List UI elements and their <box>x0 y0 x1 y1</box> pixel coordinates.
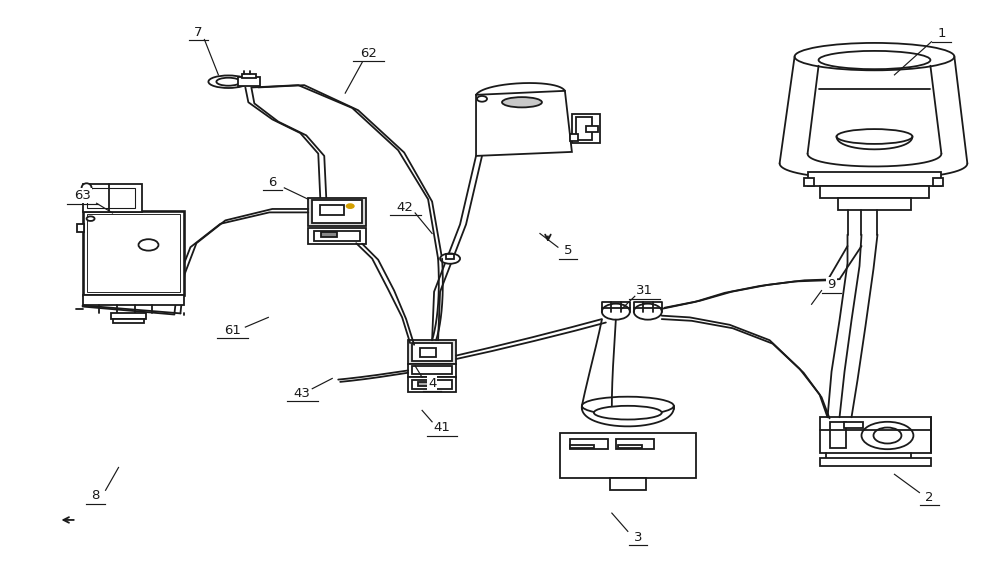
Text: 4: 4 <box>428 376 436 390</box>
Ellipse shape <box>502 97 542 108</box>
Text: 6: 6 <box>268 176 277 189</box>
Ellipse shape <box>594 406 662 419</box>
Bar <box>830 422 846 448</box>
Text: 2: 2 <box>925 491 934 503</box>
Text: 43: 43 <box>294 387 311 400</box>
Bar <box>87 214 180 292</box>
Bar <box>610 478 646 490</box>
Bar <box>321 232 337 237</box>
Bar <box>570 444 594 448</box>
Bar <box>820 185 929 198</box>
Text: 63: 63 <box>74 189 91 202</box>
Text: 3: 3 <box>634 531 642 543</box>
Bar <box>87 188 135 208</box>
Bar <box>820 458 931 466</box>
Ellipse shape <box>216 78 240 86</box>
Bar <box>113 319 144 323</box>
Text: 1: 1 <box>937 27 946 40</box>
Bar <box>308 197 366 226</box>
Bar <box>576 117 592 140</box>
Bar <box>111 313 146 319</box>
Bar <box>808 172 941 185</box>
Text: 5: 5 <box>564 244 572 257</box>
Bar <box>804 177 814 185</box>
Bar <box>408 340 456 364</box>
Bar <box>586 126 598 132</box>
Bar <box>572 114 600 144</box>
Bar <box>83 295 184 305</box>
Bar <box>412 367 452 375</box>
Bar <box>412 343 452 362</box>
Text: 8: 8 <box>91 490 100 502</box>
Bar <box>616 439 654 449</box>
Bar <box>420 348 436 357</box>
Bar <box>314 231 360 241</box>
Bar <box>838 198 911 209</box>
Ellipse shape <box>634 304 662 320</box>
Ellipse shape <box>82 183 92 192</box>
Circle shape <box>346 204 354 208</box>
Bar <box>820 417 931 452</box>
Bar <box>570 134 578 141</box>
Text: 61: 61 <box>224 324 241 337</box>
Ellipse shape <box>795 43 954 70</box>
Text: 41: 41 <box>434 421 451 434</box>
Bar <box>242 74 256 78</box>
Bar <box>83 184 142 212</box>
Text: 31: 31 <box>636 284 653 297</box>
Text: 9: 9 <box>827 279 836 291</box>
Text: 7: 7 <box>194 26 203 38</box>
Ellipse shape <box>873 427 901 443</box>
Bar <box>412 380 452 390</box>
Bar <box>570 439 608 449</box>
Bar <box>308 228 366 244</box>
Bar <box>83 210 184 295</box>
Bar <box>77 224 84 232</box>
Ellipse shape <box>477 96 487 102</box>
Ellipse shape <box>582 397 674 415</box>
Bar <box>408 364 456 377</box>
Ellipse shape <box>139 239 158 251</box>
Bar <box>560 433 696 478</box>
Bar <box>933 177 943 185</box>
Bar <box>312 200 362 223</box>
Bar <box>408 378 456 392</box>
Ellipse shape <box>208 76 248 88</box>
Bar <box>238 77 260 86</box>
Ellipse shape <box>861 422 913 449</box>
Ellipse shape <box>87 216 95 221</box>
Polygon shape <box>476 91 572 156</box>
Ellipse shape <box>819 51 930 69</box>
Bar <box>446 254 454 259</box>
Ellipse shape <box>837 129 912 144</box>
Bar <box>320 205 344 215</box>
Ellipse shape <box>440 253 460 264</box>
Bar <box>618 444 642 448</box>
Text: 62: 62 <box>360 47 377 59</box>
Bar <box>418 382 432 387</box>
Ellipse shape <box>602 304 630 320</box>
Bar <box>844 422 863 427</box>
Text: 42: 42 <box>397 201 414 214</box>
